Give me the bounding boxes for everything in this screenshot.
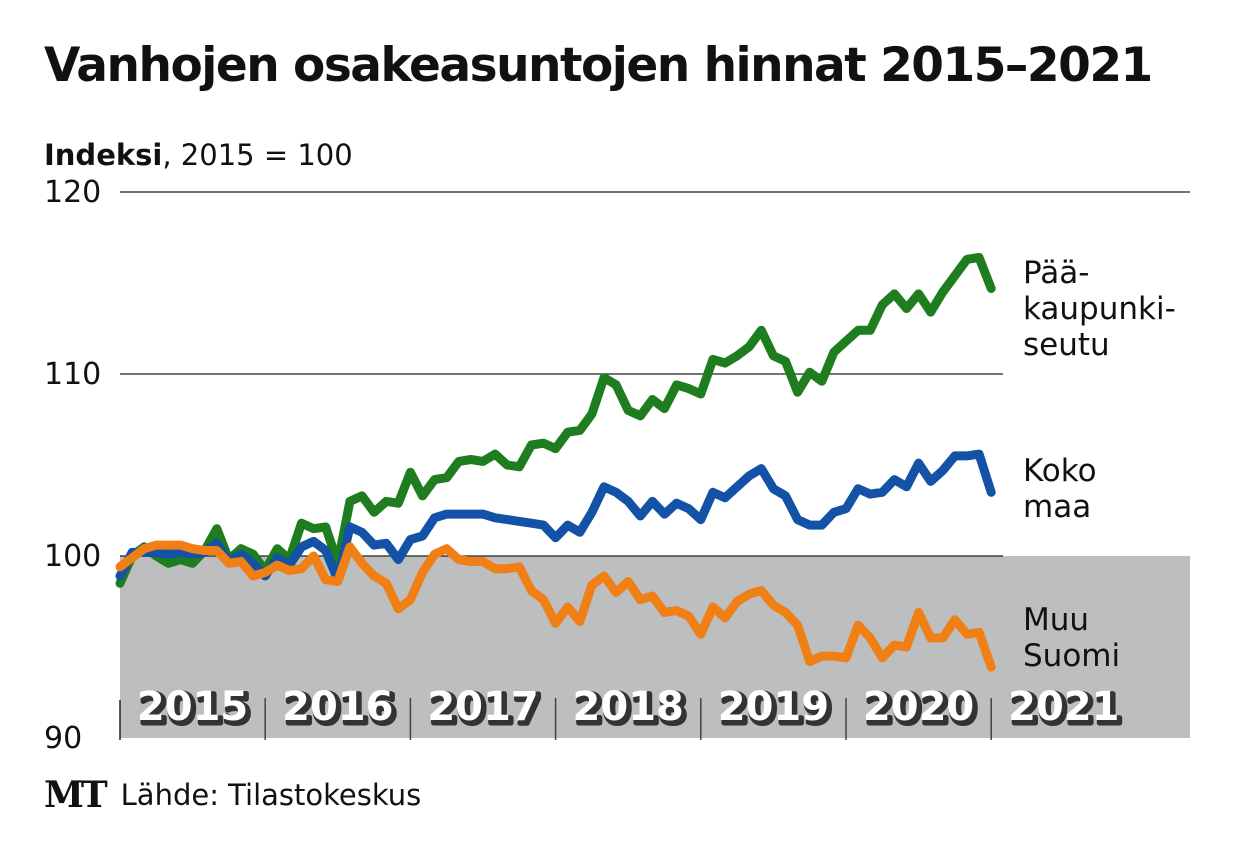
year-label: 2017 xyxy=(427,684,538,730)
year-label-shadow: 2019 xyxy=(721,687,832,733)
series-label-line: Pää- xyxy=(1023,255,1089,291)
series-label-line: kaupunki- xyxy=(1023,291,1176,327)
series-label-line: Muu xyxy=(1023,602,1089,638)
year-label-shadow: 2018 xyxy=(576,687,687,733)
series-label: Muu Suomi xyxy=(1023,602,1120,674)
year-label-shadow: 2016 xyxy=(285,687,396,733)
year-label: 2020 xyxy=(863,684,974,730)
series-line xyxy=(115,540,996,672)
chart-title: Vanhojen osakeasuntojen hinnat 2015–2021 xyxy=(44,38,1153,93)
year-label-shadow: 2017 xyxy=(430,687,541,733)
series-label-line: maa xyxy=(1023,489,1091,525)
chart-subtitle: Indeksi, 2015 = 100 xyxy=(44,138,353,172)
year-label-shadow: 2020 xyxy=(866,687,977,733)
year-label: 2015 xyxy=(137,684,248,730)
subtitle-bold: Indeksi xyxy=(44,138,163,172)
series-label: Koko maa xyxy=(1023,453,1097,525)
year-label: 2021 xyxy=(1008,684,1119,730)
shaded-region xyxy=(120,556,1190,738)
source-text: Lähde: Tilastokeskus xyxy=(120,778,422,812)
year-label: 2016 xyxy=(282,684,393,730)
series-label-line: seutu xyxy=(1023,327,1110,363)
y-tick-label: 90 xyxy=(44,721,82,756)
year-label: 2018 xyxy=(573,684,684,730)
y-tick-label: 100 xyxy=(44,539,101,574)
series-label: Pää-kaupunki-seutu xyxy=(1023,255,1176,363)
series-label-line: Suomi xyxy=(1023,638,1120,674)
mt-logo: MT xyxy=(44,774,108,816)
y-tick-label: 120 xyxy=(44,175,101,210)
year-label-shadow: 2021 xyxy=(1011,687,1122,733)
subtitle-rest: , 2015 = 100 xyxy=(162,138,353,172)
series-label-line: Koko xyxy=(1023,453,1097,489)
source-line: MT Lähde: Tilastokeskus xyxy=(44,770,421,820)
y-tick-label: 110 xyxy=(44,357,101,392)
year-label: 2019 xyxy=(718,684,829,730)
year-label-shadow: 2015 xyxy=(140,687,251,733)
